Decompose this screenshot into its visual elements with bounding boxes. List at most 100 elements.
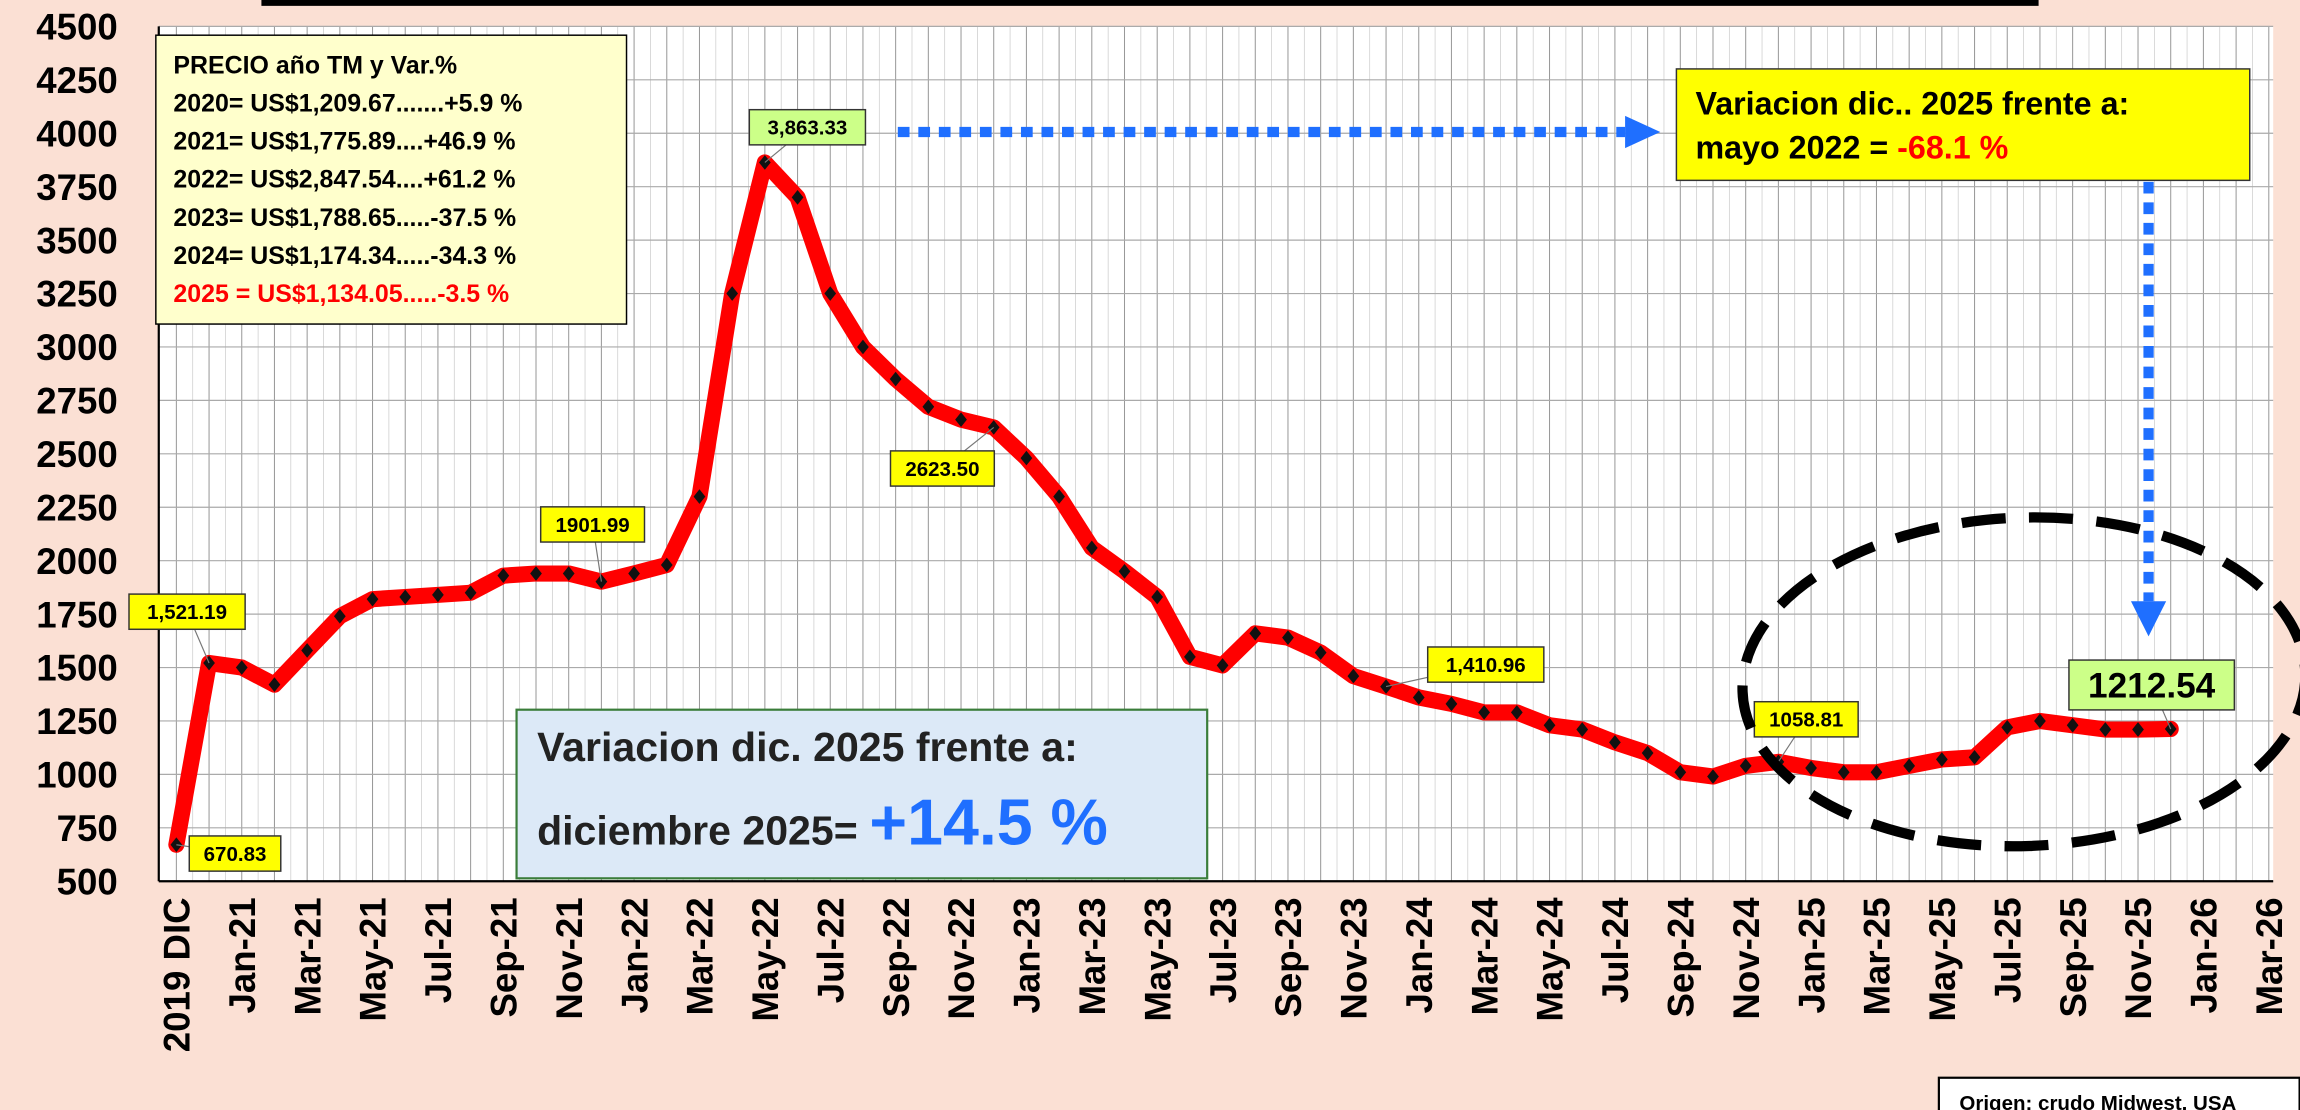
marker [2099,722,2112,737]
y-tick-label: 2000 [36,541,118,582]
x-tick-label: Jan-22 [614,897,655,1013]
label-box [1753,700,1859,738]
marker [889,371,902,387]
data-label: 1,521.19 [147,601,227,624]
x-tick-label: Mar-21 [287,897,328,1015]
marker [1412,690,1425,705]
marker [1968,749,1981,765]
x-tick-label: Jul-24 [1595,897,1636,1004]
x-tick-label: May-23 [1137,897,1178,1021]
x-tick-label: Nov-22 [941,897,982,1019]
note-center: Variacion dic. 2025 frente a: diciembre … [515,708,1209,880]
info-line: 2025 = US$1,134.05.....-3.5 % [173,280,509,308]
info-box: PRECIO año TM y Var.% 2020= US$1,209.67.… [155,34,628,325]
marker [1707,769,1719,784]
label-box [748,108,867,146]
marker [1118,564,1131,579]
source: Origen: crudo Midwest, USA [1959,1092,2236,1110]
marker [1805,760,1817,776]
marker [432,587,444,603]
note-value: +14.5 % [869,787,1107,859]
arrow-head [2130,601,2167,637]
x-tick-label: Jul-22 [810,897,851,1003]
note-value: -68.1 % [1897,129,2008,165]
y-tick-label: 3000 [36,327,118,368]
label-box [128,593,246,631]
data-label: 1901.99 [556,514,630,537]
note-text: diciembre 2025= [537,808,858,854]
x-tick-label: Sep-25 [2053,897,2094,1017]
marker [922,399,935,415]
y-tick-label: 3750 [36,167,118,208]
x-tick-label: Mar-25 [1857,897,1898,1015]
data-label: 1058.81 [1769,709,1843,732]
x-tick-label: May-22 [745,897,786,1021]
highlight-ellipse [1737,512,2300,852]
x-tick-label: Sep-24 [1660,897,1701,1018]
label-box [1426,646,1545,683]
marker [2001,720,2014,735]
label-box [889,450,996,487]
x-tick-label: Jan-21 [222,897,263,1013]
data-label: 1,410.96 [1446,654,1526,677]
marker [1020,450,1033,466]
y-tick-label: 4500 [36,7,118,48]
info-box-frame [155,34,628,325]
x-tick-label: Sep-23 [1268,897,1309,1017]
y-tick-label: 1750 [36,594,118,635]
marker [1314,645,1327,660]
title-bar [261,0,2039,6]
marker [1935,752,1948,767]
x-tick-label: May-21 [353,897,394,1021]
y-tick-label: 2250 [36,487,118,528]
x-tick-label: Jul-23 [1203,897,1244,1003]
x-tick-label: Jan-25 [1791,897,1832,1013]
y-tick-label: 3250 [36,274,118,315]
y-tick-label: 4250 [36,60,118,101]
x-tick-label: Mar-22 [680,897,721,1015]
arrow-head [1625,115,1661,149]
marker [1837,764,1850,780]
info-line: 2024= US$1,174.34.....-34.3 % [173,242,516,270]
x-tick-label: Mar-24 [1464,897,1505,1016]
data-label: 1212.54 [2088,667,2216,706]
info-title: PRECIO año TM y Var.% [173,51,457,79]
x-tick-label: Nov-24 [1726,897,1767,1020]
y-tick-label: 4000 [36,113,118,154]
label-box [188,835,282,872]
marker [1903,758,1916,774]
y-tick-label: 3500 [36,220,118,261]
series: 670.83 1,521.19 1901.99 3,863.33 2623.50 1,41… [128,108,2236,872]
info-line: 2021= US$1,775.89....+46.9 % [173,128,515,156]
marker [1739,758,1752,774]
x-tick-label: Nov-25 [2118,897,2159,1019]
x-tick-label: Sep-22 [876,897,917,1017]
marker [464,585,477,601]
x-tick-label: 2019 DIC [157,897,198,1052]
y-tick-label: 500 [57,861,118,902]
marker [1576,722,1589,737]
x-tick-label: Mar-23 [1072,897,1113,1015]
x-tick-label: Nov-21 [549,897,590,1019]
note-text: mayo 2022 = [1695,129,1897,165]
y-tick-label: 750 [57,808,118,849]
y-tick-label: 1250 [36,701,118,742]
marker [1347,668,1360,684]
data-label: 3,863.33 [767,117,847,140]
x-tick-label: Mar-26 [2249,897,2290,1015]
y-tick-label: 2500 [36,434,118,475]
x-tick-label: Jul-21 [418,897,459,1003]
note-right: Variacion dic.. 2025 frente a: mayo 2022… [1675,68,2251,182]
note-frame [515,708,1209,880]
note-text: Variacion dic. 2025 frente a: [537,724,1078,770]
y-tick-label: 2750 [36,381,118,422]
ticks: 500 750 1000 1250 1500 1750 2000 2250 2500 2750 30… [36,7,2290,1053]
x-tick-label: Sep-21 [484,897,525,1017]
marker [497,568,510,583]
note-text: mayo 2022 = -68.1 % [1695,129,2008,165]
marker [1674,764,1687,780]
marker [1870,764,1883,780]
note-frame [1675,68,2251,182]
data-label: 670.83 [204,843,267,866]
